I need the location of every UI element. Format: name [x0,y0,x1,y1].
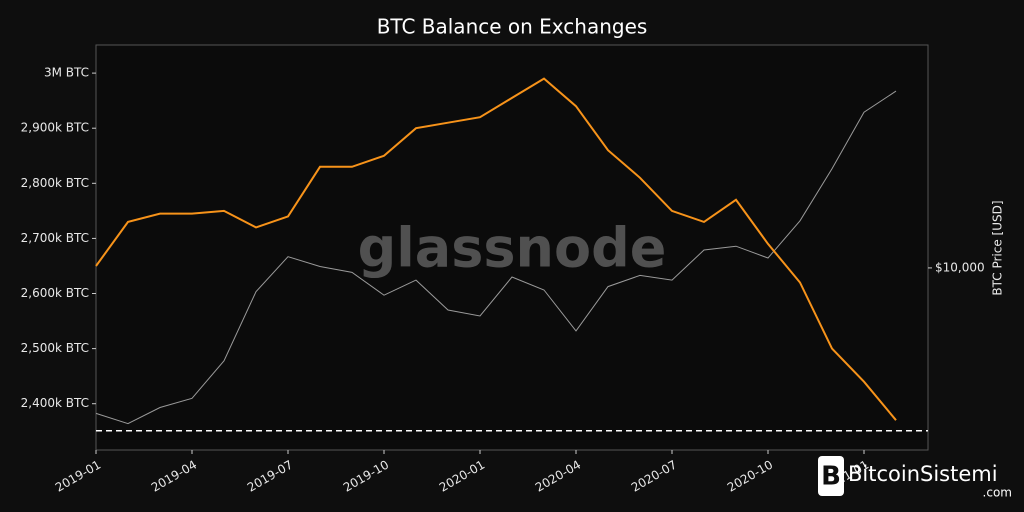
y-tick-label: 2,900k BTC [21,121,89,135]
logo-icon [818,456,844,496]
y-tick-label: 2,400k BTC [21,396,89,410]
y-tick-label: 2,500k BTC [21,341,89,355]
x-tick-label: 2019-07 [245,458,295,495]
y2-axis-label: BTC Price [USD] [991,200,1005,295]
x-tick-label: 2020-04 [533,458,583,495]
y-tick-label: 2,800k BTC [21,176,89,190]
logo-text: BitcoinSistemi [848,462,998,486]
logo: B BitcoinSistemi .com [818,456,1012,500]
x-tick-label: 2019-10 [341,458,391,495]
series-line [95,77,897,421]
logo-suffix: .com [983,486,1012,500]
y2-tick-label: $10,000 [935,260,985,274]
logo-glyph: B [821,462,841,492]
chart-title: BTC Balance on Exchanges [377,15,648,39]
x-tick-label: 2020-01 [437,458,487,495]
x-tick-label: 2019-01 [53,458,103,495]
y-tick-label: 2,600k BTC [21,286,89,300]
plot-frame [95,44,929,451]
series-line [95,90,897,425]
watermark: glassnode [358,217,667,280]
x-tick-label: 2020-10 [725,458,775,495]
x-tick-label: 2019-04 [149,458,199,495]
y-tick-label: 2,700k BTC [21,231,89,245]
x-tick-label: 2020-07 [629,458,679,495]
y-tick-label: 3M BTC [44,66,89,80]
